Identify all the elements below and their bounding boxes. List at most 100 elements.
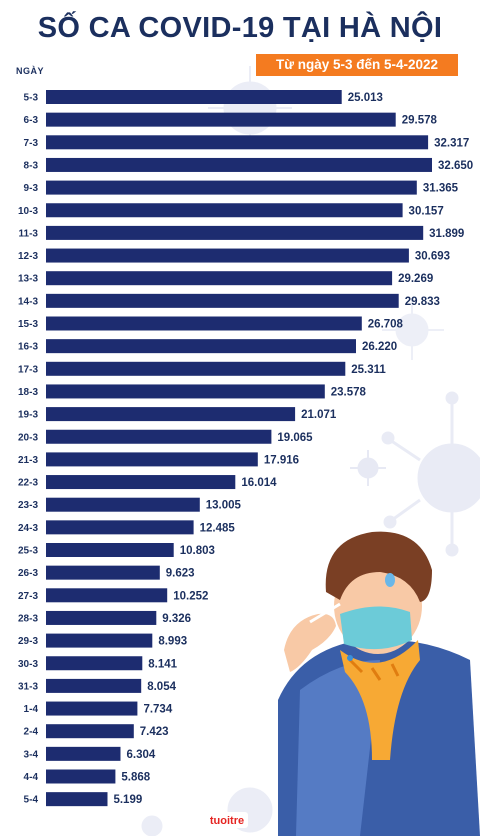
data-label: 19.065 — [277, 432, 313, 444]
bar — [46, 429, 272, 444]
data-label: 17.916 — [264, 454, 299, 466]
category-label: 11-3 — [19, 228, 39, 239]
person-hand — [284, 613, 336, 672]
data-label: 25.013 — [348, 92, 383, 104]
bar — [46, 135, 429, 150]
category-label: 1-4 — [24, 704, 39, 715]
category-label: 22-3 — [18, 478, 38, 489]
person-jacket-highlight — [296, 660, 380, 836]
data-label: 8.993 — [158, 636, 187, 648]
data-label: 6.304 — [127, 749, 156, 761]
category-label: 15-3 — [18, 319, 38, 330]
category-label: 28-3 — [18, 613, 38, 624]
person-illustration — [278, 531, 480, 836]
data-label: 21.071 — [301, 409, 337, 421]
bar — [46, 497, 200, 512]
bar — [46, 656, 143, 671]
bar — [46, 633, 153, 648]
bar — [46, 565, 160, 580]
bar — [46, 316, 362, 331]
bar — [46, 293, 399, 308]
virus-icon — [381, 391, 480, 557]
person-hair — [325, 531, 432, 602]
category-label: 31-3 — [18, 681, 38, 692]
bar — [46, 588, 168, 603]
data-label: 26.708 — [368, 319, 404, 331]
logo-text: tuoitre — [210, 815, 244, 827]
category-label: 5-3 — [24, 93, 39, 104]
category-label: 21-3 — [18, 455, 38, 466]
category-label: 3-4 — [24, 749, 39, 760]
category-label: 17-3 — [18, 364, 38, 375]
category-label: 24-3 — [18, 523, 38, 534]
category-label: 4-4 — [24, 772, 39, 783]
bar — [46, 701, 138, 716]
bar — [46, 610, 157, 625]
category-label: 12-3 — [18, 251, 38, 262]
date-range-badge: Từ ngày 5-3 đến 5-4-2022 — [256, 54, 458, 76]
data-label: 32.650 — [438, 160, 473, 172]
category-label: 14-3 — [18, 296, 38, 307]
bar — [46, 769, 116, 784]
data-label: 8.141 — [148, 658, 177, 670]
data-label: 26.220 — [362, 341, 397, 353]
data-label: 29.578 — [402, 115, 438, 127]
category-label: 30-3 — [18, 659, 38, 670]
y-axis-label: NGÀY — [16, 66, 45, 76]
bar — [46, 339, 356, 354]
virus-icon — [382, 298, 444, 360]
category-label: 18-3 — [18, 387, 38, 398]
category-label: 27-3 — [18, 591, 38, 602]
data-label: 12.485 — [200, 522, 236, 534]
data-label: 8.054 — [147, 681, 176, 693]
bar — [46, 792, 108, 807]
category-label: 19-3 — [18, 410, 38, 421]
category-label: 16-3 — [18, 342, 38, 353]
category-label: 13-3 — [18, 274, 38, 285]
category-label: 26-3 — [18, 568, 38, 579]
data-label: 9.326 — [162, 613, 191, 625]
category-label: 7-3 — [24, 138, 39, 149]
person-scarf-stripes — [348, 658, 400, 681]
data-label: 5.868 — [121, 772, 150, 784]
category-label: 23-3 — [18, 500, 38, 511]
category-label: 20-3 — [18, 432, 38, 443]
data-label: 31.365 — [423, 183, 459, 195]
category-label: 9-3 — [24, 183, 39, 194]
bar — [46, 203, 403, 218]
bar — [46, 678, 142, 693]
bar — [46, 407, 296, 422]
category-label: 2-4 — [24, 727, 39, 738]
tuoitre-logo: tuoitre — [206, 812, 248, 828]
data-label: 30.157 — [409, 205, 444, 217]
category-label: 25-3 — [18, 546, 38, 557]
bar — [46, 248, 409, 263]
bar — [46, 475, 236, 490]
data-label: 5.199 — [113, 794, 142, 806]
data-label: 30.693 — [415, 251, 450, 263]
data-label: 13.005 — [206, 500, 242, 512]
category-label: 8-3 — [24, 160, 39, 171]
bar — [46, 543, 174, 557]
data-label: 29.833 — [405, 296, 440, 308]
bar — [46, 452, 258, 467]
data-label: 23.578 — [331, 386, 367, 398]
virus-icon — [350, 450, 386, 486]
bar — [46, 361, 346, 376]
category-label: 10-3 — [18, 206, 38, 217]
data-label: 10.252 — [173, 590, 208, 602]
category-label: 6-3 — [24, 115, 39, 126]
bar — [46, 157, 432, 172]
chart-title: SỐ CA COVID-19 TẠI HÀ NỘI — [37, 12, 443, 44]
person-mask — [340, 606, 412, 650]
data-label: 31.899 — [429, 228, 464, 240]
data-label: 29.269 — [398, 273, 433, 285]
bar — [46, 225, 424, 240]
bar — [46, 271, 393, 286]
bar — [46, 724, 134, 739]
category-label: 29-3 — [18, 636, 38, 647]
bar — [46, 90, 342, 104]
data-label: 9.623 — [166, 568, 195, 580]
